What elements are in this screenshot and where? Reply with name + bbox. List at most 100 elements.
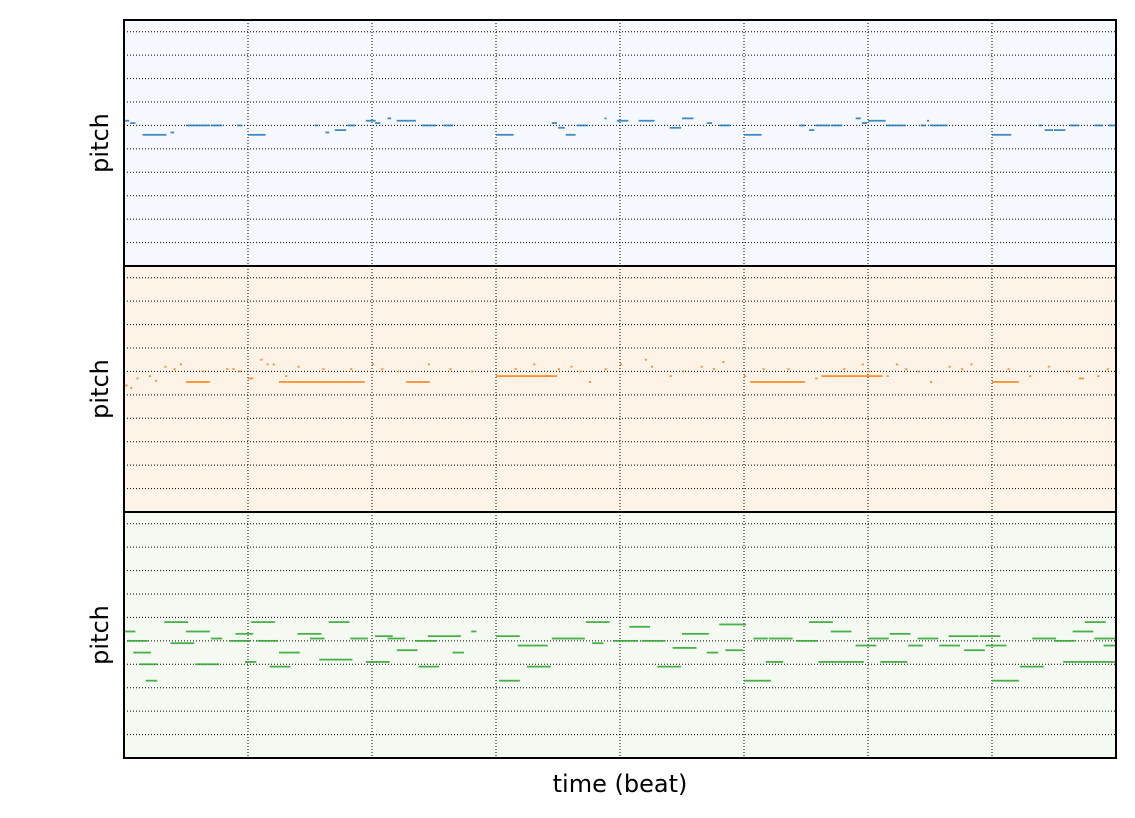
- note: [641, 639, 666, 642]
- note: [585, 621, 610, 624]
- note: [926, 119, 929, 122]
- note: [396, 119, 416, 122]
- note: [232, 368, 235, 370]
- note: [861, 363, 864, 366]
- note: [970, 363, 973, 366]
- note: [706, 122, 712, 124]
- note: [297, 632, 322, 635]
- note: [130, 386, 133, 389]
- note: [334, 129, 347, 132]
- note: [985, 644, 1007, 647]
- note: [325, 131, 330, 134]
- note: [1063, 661, 1115, 663]
- note: [396, 370, 399, 373]
- note: [886, 124, 906, 127]
- x-axis-label: time (beat): [553, 770, 688, 798]
- note: [657, 665, 681, 668]
- note: [889, 632, 911, 635]
- pianoroll-panel-2: pitch: [86, 265, 1117, 513]
- note: [186, 630, 210, 633]
- note: [682, 117, 694, 120]
- note: [452, 651, 464, 654]
- note: [917, 637, 939, 640]
- note: [905, 368, 908, 370]
- note: [682, 632, 709, 635]
- note: [1032, 637, 1057, 640]
- note: [818, 661, 864, 663]
- note: [719, 623, 747, 626]
- note: [861, 122, 867, 124]
- note: [517, 644, 548, 647]
- note: [744, 375, 747, 378]
- note: [855, 644, 877, 647]
- note: [992, 679, 1019, 682]
- note: [322, 368, 325, 370]
- note: [237, 124, 243, 127]
- note: [992, 381, 1019, 383]
- note: [297, 365, 300, 368]
- note: [142, 133, 167, 136]
- note: [830, 124, 843, 127]
- note: [365, 661, 390, 663]
- note: [387, 117, 392, 120]
- note: [948, 635, 979, 638]
- note: [186, 381, 210, 383]
- note: [787, 368, 790, 370]
- note: [638, 119, 655, 122]
- panel-frame: [123, 511, 1117, 759]
- note: [257, 639, 278, 642]
- note: [1007, 368, 1010, 370]
- note: [238, 370, 241, 373]
- note: [449, 368, 452, 370]
- note: [558, 126, 565, 129]
- note: [248, 133, 266, 136]
- note: [145, 679, 158, 682]
- note: [1078, 377, 1084, 380]
- note: [229, 639, 251, 642]
- note: [592, 642, 604, 645]
- note: [1106, 368, 1109, 370]
- note: [186, 124, 210, 127]
- note: [471, 630, 477, 633]
- note: [1019, 665, 1044, 668]
- note: [651, 365, 654, 368]
- note: [396, 649, 418, 652]
- note: [1094, 124, 1103, 127]
- note: [917, 370, 920, 373]
- y-axis-label: pitch: [86, 359, 114, 419]
- note: [164, 365, 167, 368]
- note: [939, 644, 960, 647]
- note: [830, 630, 852, 633]
- note: [418, 665, 440, 668]
- note: [279, 651, 300, 654]
- note: [809, 129, 815, 132]
- pianoroll-panel-3: pitch: [86, 511, 1117, 759]
- note: [765, 661, 784, 663]
- note: [179, 363, 182, 366]
- note: [886, 375, 889, 378]
- note: [868, 119, 886, 122]
- note: [713, 368, 716, 370]
- note: [372, 363, 375, 366]
- note: [979, 635, 1001, 638]
- note: [248, 377, 254, 380]
- note: [722, 361, 725, 363]
- note: [496, 375, 557, 378]
- note: [260, 358, 263, 361]
- note: [365, 119, 376, 122]
- note: [604, 368, 607, 370]
- note: [195, 663, 220, 666]
- note: [551, 637, 585, 640]
- note: [1072, 630, 1094, 633]
- note: [387, 637, 406, 640]
- note: [1069, 124, 1080, 127]
- note: [375, 635, 393, 638]
- note: [629, 625, 650, 628]
- note: [551, 122, 557, 124]
- note: [706, 651, 719, 654]
- note: [948, 365, 951, 368]
- note: [1094, 637, 1115, 640]
- note: [815, 124, 830, 127]
- note: [471, 370, 474, 373]
